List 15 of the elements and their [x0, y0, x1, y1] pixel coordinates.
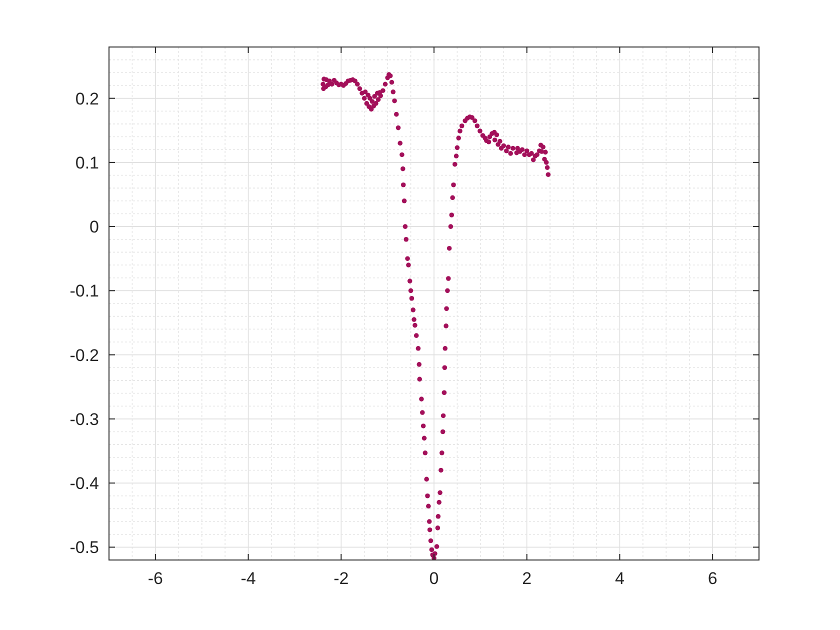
- x-tick-label: -2: [334, 569, 349, 588]
- y-tick-label: -0.1: [70, 282, 99, 301]
- x-tick-label: 0: [429, 569, 439, 588]
- x-tick-label: -4: [240, 569, 256, 588]
- y-tick-label: -0.3: [70, 410, 99, 429]
- x-tick-label: 4: [614, 569, 624, 588]
- x-tick-label: 2: [522, 569, 532, 588]
- y-tick-label: -0.4: [70, 474, 99, 493]
- y-tick-label: 0.1: [75, 153, 99, 172]
- y-tick-label: -0.5: [70, 538, 99, 558]
- x-tick-label: 6: [708, 569, 718, 588]
- y-tick-label: 0: [90, 218, 99, 236]
- x-tick-label: -6: [148, 569, 163, 588]
- y-tick-label: -0.2: [70, 346, 99, 365]
- y-tick-label: 0.2: [75, 89, 99, 108]
